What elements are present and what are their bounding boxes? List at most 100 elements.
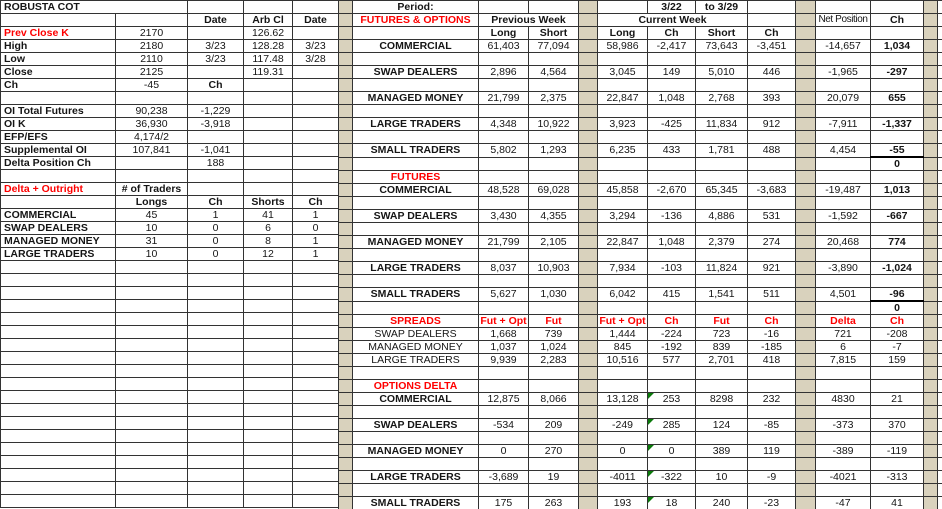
cell[interactable]: 845 [597,340,648,354]
cell[interactable]: 11,824 [695,261,748,275]
empty-cell[interactable] [114,481,189,495]
empty-cell[interactable] [747,366,796,380]
empty-cell[interactable] [528,52,579,66]
cell[interactable]: -667 [870,209,924,223]
cell[interactable]: 721 [815,327,871,341]
cell[interactable]: 12,875 [478,392,529,406]
empty-cell[interactable] [0,416,116,430]
cell[interactable]: -16 [747,327,796,341]
empty-cell[interactable] [243,299,294,313]
cell[interactable]: 4830 [815,392,871,406]
empty-cell[interactable] [243,403,294,417]
cell[interactable]: 149 [647,65,696,79]
empty-cell[interactable] [937,156,942,171]
cell[interactable]: -7 [870,340,924,354]
empty-cell[interactable] [114,377,189,391]
empty-cell[interactable] [815,222,871,236]
cell[interactable]: Close [0,65,116,79]
empty-cell[interactable] [352,156,479,171]
cell[interactable]: Date [292,13,340,27]
empty-cell[interactable] [747,300,796,315]
cell[interactable]: 4,886 [695,209,748,223]
cell[interactable]: 119 [747,444,796,458]
cell[interactable]: Period: [352,0,479,14]
cell[interactable]: 274 [747,235,796,249]
cell[interactable]: 2,896 [478,65,529,79]
cell[interactable]: -3,683 [747,183,796,197]
empty-cell[interactable] [292,455,340,469]
empty-cell[interactable] [597,196,648,210]
cell[interactable]: -85 [747,418,796,432]
cell[interactable]: 73,643 [695,39,748,53]
cell[interactable]: -1,592 [815,209,871,223]
cell[interactable]: -45 [114,78,189,92]
empty-cell[interactable] [292,442,340,456]
empty-cell[interactable] [187,468,245,482]
empty-cell[interactable] [815,156,871,171]
empty-cell[interactable] [292,286,340,300]
cell[interactable]: -4021 [815,470,871,484]
cell[interactable]: 19 [528,470,579,484]
cell[interactable]: COMMERCIAL [0,208,116,222]
empty-cell[interactable] [937,274,942,288]
cell[interactable]: 1,293 [528,143,579,158]
empty-cell[interactable] [597,52,648,66]
empty-cell[interactable] [243,117,294,131]
empty-cell[interactable] [747,483,796,497]
cell[interactable]: 370 [870,418,924,432]
empty-cell[interactable] [870,52,924,66]
empty-cell[interactable] [478,379,529,393]
empty-cell[interactable] [478,222,529,236]
empty-cell[interactable] [187,169,245,183]
cell[interactable]: 0 [187,221,245,235]
empty-cell[interactable] [292,403,340,417]
empty-cell[interactable] [292,494,340,508]
empty-cell[interactable] [937,444,942,458]
empty-cell[interactable] [187,377,245,391]
cell[interactable]: 655 [870,91,924,105]
empty-cell[interactable] [187,299,245,313]
empty-cell[interactable] [747,104,796,118]
empty-cell[interactable] [870,431,924,445]
empty-cell[interactable] [747,248,796,262]
empty-cell[interactable] [352,300,479,315]
empty-cell[interactable] [187,390,245,404]
empty-cell[interactable] [478,52,529,66]
empty-cell[interactable] [870,0,924,14]
empty-cell[interactable] [243,156,294,170]
cell[interactable]: Fut + Opt [478,314,529,328]
cell[interactable]: High [0,39,116,53]
empty-cell[interactable] [528,0,579,14]
empty-cell[interactable] [695,431,748,445]
empty-cell[interactable] [528,300,579,315]
cell[interactable]: Prev Close K [0,26,116,40]
empty-cell[interactable] [478,156,529,171]
empty-cell[interactable] [243,325,294,339]
cell[interactable]: 1,781 [695,143,748,158]
cell[interactable]: Fut [528,314,579,328]
cell[interactable]: -389 [815,444,871,458]
cell[interactable]: 2170 [114,26,189,40]
cell[interactable]: 209 [528,418,579,432]
empty-cell[interactable] [528,248,579,262]
cell[interactable]: 3,045 [597,65,648,79]
cell[interactable]: 10 [695,470,748,484]
empty-cell[interactable] [870,104,924,118]
cell[interactable]: Previous Week [478,13,579,27]
empty-cell[interactable] [937,327,942,341]
empty-cell[interactable] [815,196,871,210]
empty-cell[interactable] [187,442,245,456]
empty-cell[interactable] [597,0,648,14]
cell[interactable]: 107,841 [114,143,189,157]
cell[interactable]: 2,283 [528,353,579,367]
empty-cell[interactable] [870,457,924,471]
empty-cell[interactable] [695,483,748,497]
cell[interactable]: 58,986 [597,39,648,53]
empty-cell[interactable] [187,0,245,14]
cell[interactable]: 7,815 [815,353,871,367]
empty-cell[interactable] [747,13,796,27]
cell[interactable]: SWAP DEALERS [352,327,479,341]
empty-cell[interactable] [243,377,294,391]
empty-cell[interactable] [0,377,116,391]
cell[interactable]: 175 [478,496,529,509]
